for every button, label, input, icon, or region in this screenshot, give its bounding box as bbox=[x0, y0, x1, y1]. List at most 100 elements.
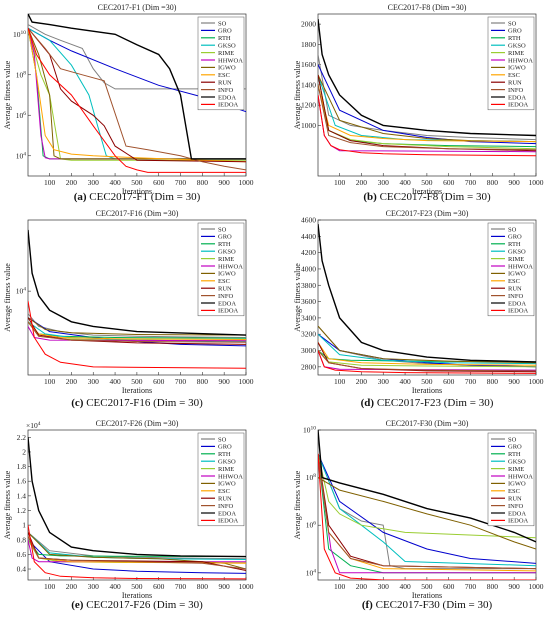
chart-title: CEC2017-F1 (Dim =30) bbox=[98, 3, 177, 12]
panel-caption-letter: (a) bbox=[74, 191, 87, 203]
legend-entry: HHWOA bbox=[218, 473, 243, 480]
legend-entry: EDOA bbox=[218, 510, 236, 517]
series-line-iedoa bbox=[28, 525, 246, 580]
legend-entry: ESC bbox=[218, 488, 230, 495]
legend-entry: SO bbox=[218, 20, 227, 27]
x-tick-label: 100 bbox=[44, 582, 56, 591]
legend-entry: INFO bbox=[218, 293, 233, 300]
series-line-igwo bbox=[28, 532, 246, 570]
legend-entry: RUN bbox=[508, 80, 522, 87]
series-line-gkso bbox=[318, 453, 536, 567]
series-line-igwo bbox=[28, 317, 246, 336]
x-tick-label: 100 bbox=[334, 582, 346, 591]
legend-entry: RTH bbox=[218, 241, 231, 248]
x-tick-label: 900 bbox=[219, 582, 231, 591]
legend-entry: INFO bbox=[508, 293, 523, 300]
legend-entry: IEDOA bbox=[218, 308, 239, 315]
series-line-gro bbox=[318, 453, 536, 564]
x-tick-label: 600 bbox=[443, 582, 455, 591]
legend-entry: IEDOA bbox=[508, 518, 529, 525]
y-tick-label: 4600 bbox=[301, 216, 316, 225]
legend-entry: RIME bbox=[218, 50, 234, 57]
series-line-so bbox=[28, 24, 246, 90]
x-tick-label: 200 bbox=[356, 582, 368, 591]
legend-entry: IGWO bbox=[218, 271, 236, 278]
legend-entry: RTH bbox=[218, 451, 231, 458]
y-axis-label: Average fitness value bbox=[3, 470, 12, 539]
series-line-igwo bbox=[318, 477, 536, 550]
legend-entry: GKSO bbox=[218, 43, 236, 50]
legend-entry: INFO bbox=[508, 503, 523, 510]
panel-caption: (c) CEC2017-F16 (Dim = 30) bbox=[71, 397, 203, 409]
x-tick-label: 1000 bbox=[239, 377, 254, 386]
y-tick-label: 1000 bbox=[301, 121, 316, 130]
y-tick-label: 3800 bbox=[301, 281, 316, 290]
series-line-iedoa bbox=[28, 300, 246, 369]
legend-entry: HHWOA bbox=[218, 263, 243, 270]
x-tick-label: 100 bbox=[44, 178, 56, 187]
x-axis-label: Iterations bbox=[122, 386, 152, 395]
legend-entry: IGWO bbox=[508, 65, 526, 72]
x-tick-label: 200 bbox=[356, 377, 368, 386]
legend-entry: RUN bbox=[508, 286, 522, 293]
legend-entry: GRO bbox=[218, 444, 232, 451]
legend-entry: RIME bbox=[218, 466, 234, 473]
chart-title: CEC2017-F26 (Dim =30) bbox=[96, 419, 179, 428]
legend-entry: INFO bbox=[218, 87, 233, 94]
y-tick-label: 2 bbox=[22, 447, 26, 456]
x-tick-label: 400 bbox=[109, 178, 121, 187]
panel-caption: (f) CEC2017-F30 (Dim = 30) bbox=[362, 599, 493, 611]
chart-panel-p2: CEC2017-F8 (Dim =30) 100 200 300 400 500 600 70… bbox=[293, 3, 544, 203]
legend-entry: GKSO bbox=[508, 43, 526, 50]
y-tick-label: 108 bbox=[16, 70, 27, 79]
x-tick-label: 800 bbox=[197, 582, 209, 591]
legend-entry: SO bbox=[508, 20, 517, 27]
y-tick-label: 4400 bbox=[301, 232, 316, 241]
y-tick-label: 106 bbox=[306, 521, 317, 530]
legend-box bbox=[197, 432, 245, 527]
legend-entry: IEDOA bbox=[218, 102, 239, 109]
legend-entry: EDOA bbox=[508, 510, 526, 517]
x-tick-label: 500 bbox=[131, 377, 143, 386]
series-group bbox=[318, 19, 536, 157]
y-tick-label: 104 bbox=[16, 151, 27, 160]
x-tick-label: 900 bbox=[219, 178, 231, 187]
x-tick-label: 300 bbox=[378, 582, 390, 591]
legend-entry: RUN bbox=[508, 496, 522, 503]
y-tick-label: 1.6 bbox=[17, 477, 27, 486]
y-axis-label: Average fitness value bbox=[3, 60, 12, 129]
chart-title: CEC2017-F23 (Dim =30) bbox=[386, 209, 469, 218]
x-tick-label: 200 bbox=[66, 377, 78, 386]
series-line-esc bbox=[318, 342, 536, 366]
x-tick-label: 100 bbox=[334, 178, 346, 187]
y-tick-label: 0.8 bbox=[17, 535, 27, 544]
chart-panel-p5: CEC2017-F26 (Dim =30) 100 200 300 400 500 600 7… bbox=[3, 419, 254, 611]
y-axis-label: Average fitness value bbox=[293, 470, 302, 539]
series-line-gro bbox=[318, 64, 536, 145]
y-tick-label: 3400 bbox=[301, 313, 316, 322]
y-axis-label: Average fitness value bbox=[3, 263, 12, 332]
x-tick-label: 500 bbox=[421, 377, 433, 386]
y-tick-label: 4000 bbox=[301, 264, 316, 273]
legend-entry: ESC bbox=[508, 72, 520, 79]
legend-entry: EDOA bbox=[508, 300, 526, 307]
panel-caption-text: CEC2017-F30 (Dim = 30) bbox=[373, 599, 493, 611]
series-line-iedoa bbox=[318, 350, 536, 374]
legend-entry: RIME bbox=[218, 256, 234, 263]
y-tick-label: 4200 bbox=[301, 248, 316, 257]
x-axis-label: Iterations bbox=[122, 187, 152, 196]
series-line-edoa bbox=[318, 430, 536, 543]
x-tick-label: 800 bbox=[197, 377, 209, 386]
series-line-info bbox=[318, 453, 536, 570]
series-line-edoa bbox=[28, 437, 246, 558]
legend-entry: SO bbox=[508, 226, 517, 233]
legend-entry: SO bbox=[508, 436, 517, 443]
legend-entry: IEDOA bbox=[508, 308, 529, 315]
y-tick-label: 1200 bbox=[301, 101, 316, 110]
chart-title: CEC2017-F8 (Dim =30) bbox=[388, 3, 467, 12]
x-tick-label: 300 bbox=[88, 178, 100, 187]
x-tick-label: 300 bbox=[88, 582, 100, 591]
legend-entry: IEDOA bbox=[218, 518, 239, 525]
y-multiplier-label: ×104 bbox=[26, 421, 41, 430]
series-line-edoa bbox=[318, 224, 536, 363]
